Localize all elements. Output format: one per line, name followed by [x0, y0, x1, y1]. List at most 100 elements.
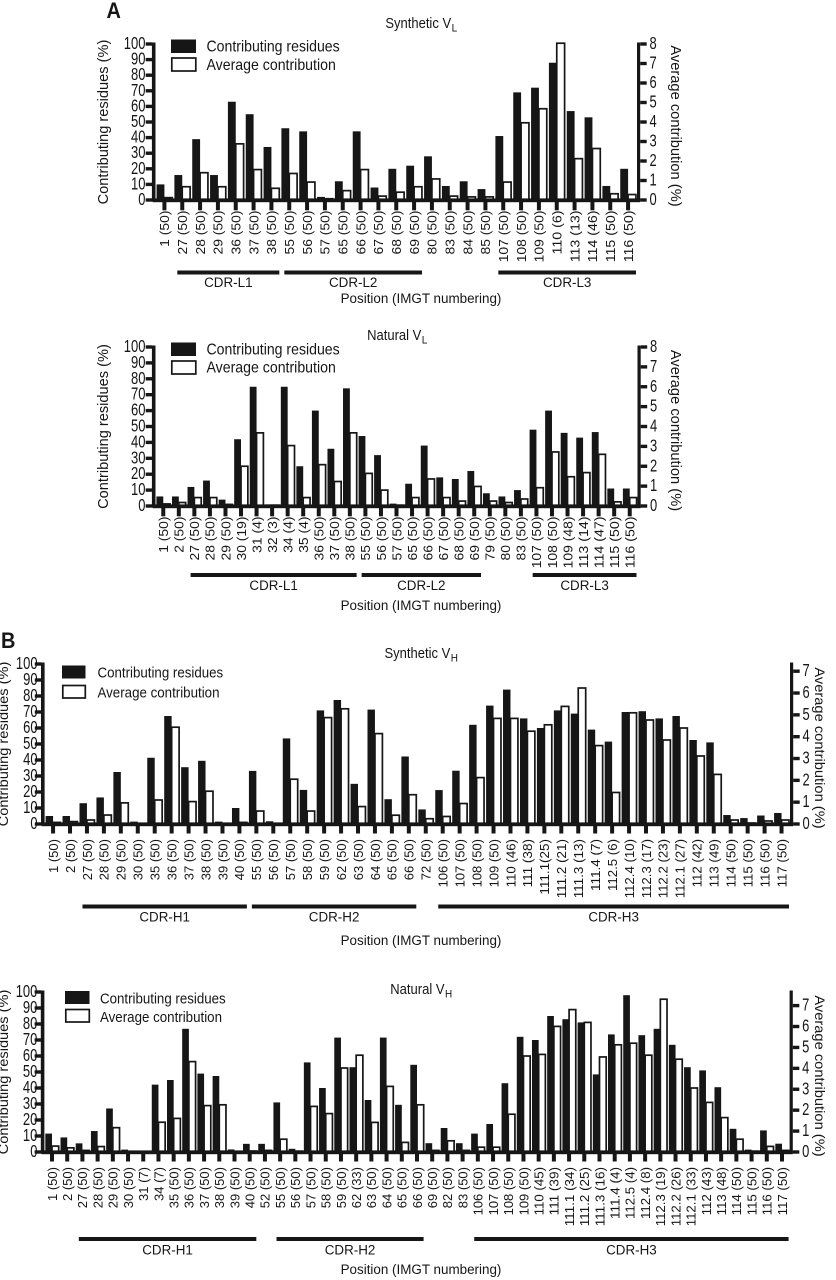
svg-text:37 (50): 37 (50) — [197, 1167, 212, 1208]
svg-text:108 (50): 108 (50) — [514, 211, 529, 263]
svg-text:CDR-L1: CDR-L1 — [249, 578, 297, 594]
svg-text:Contributing residues: Contributing residues — [207, 342, 340, 359]
svg-text:3: 3 — [803, 748, 810, 768]
svg-text:CDR-H1: CDR-H1 — [142, 1243, 193, 1259]
svg-text:3: 3 — [650, 131, 657, 151]
svg-text:7: 7 — [650, 53, 657, 73]
svg-text:CDR-L3: CDR-L3 — [560, 578, 608, 594]
svg-text:37 (50): 37 (50) — [181, 839, 196, 880]
svg-text:2 (50): 2 (50) — [63, 839, 78, 873]
svg-text:56 (50): 56 (50) — [288, 1167, 303, 1208]
svg-text:0: 0 — [803, 813, 810, 833]
svg-text:72 (50): 72 (50) — [419, 839, 434, 880]
svg-text:0: 0 — [650, 189, 657, 209]
svg-text:66 (50): 66 (50) — [402, 839, 417, 880]
svg-text:5: 5 — [802, 1036, 809, 1056]
svg-text:109 (48): 109 (48) — [560, 517, 575, 569]
svg-text:90: 90 — [131, 352, 146, 372]
svg-text:3: 3 — [802, 1078, 809, 1098]
svg-text:4: 4 — [650, 416, 657, 436]
svg-text:Average contribution: Average contribution — [100, 1010, 222, 1026]
svg-text:0: 0 — [138, 495, 145, 515]
svg-text:Contributing residues: Contributing residues — [207, 39, 340, 56]
svg-text:6: 6 — [802, 1016, 809, 1036]
svg-text:29 (50): 29 (50) — [114, 839, 129, 880]
svg-text:Position (IMGT numbering): Position (IMGT numbering) — [341, 291, 502, 307]
svg-text:114 (46): 114 (46) — [585, 211, 600, 263]
svg-text:80: 80 — [23, 1013, 38, 1033]
svg-text:113 (13): 113 (13) — [567, 211, 582, 263]
svg-text:1 (50): 1 (50) — [45, 1167, 60, 1201]
svg-text:70: 70 — [23, 701, 38, 721]
svg-text:Position (IMGT numbering): Position (IMGT numbering) — [341, 1262, 502, 1278]
svg-text:70: 70 — [131, 80, 146, 100]
svg-text:112.4 (8): 112.4 (8) — [638, 1167, 653, 1219]
svg-text:2: 2 — [650, 455, 657, 475]
svg-text:111.2 (21): 111.2 (21) — [554, 839, 569, 898]
svg-text:Contributing residues: Contributing residues — [100, 992, 226, 1008]
svg-text:109 (50): 109 (50) — [486, 839, 501, 887]
svg-text:70: 70 — [23, 1029, 38, 1049]
svg-text:64 (50): 64 (50) — [379, 1167, 394, 1208]
svg-text:55 (50): 55 (50) — [282, 211, 297, 255]
svg-text:20: 20 — [23, 1109, 38, 1129]
svg-text:Average contribution: Average contribution — [207, 57, 336, 74]
svg-text:69 (50): 69 (50) — [425, 1167, 440, 1208]
svg-text:1 (50): 1 (50) — [156, 517, 171, 553]
svg-text:CDR-H2: CDR-H2 — [325, 1243, 376, 1259]
svg-text:29 (50): 29 (50) — [106, 1167, 121, 1208]
svg-text:40 (50): 40 (50) — [243, 1167, 258, 1208]
svg-text:1: 1 — [650, 170, 657, 190]
svg-text:58 (50): 58 (50) — [319, 1167, 334, 1208]
svg-text:34 (4): 34 (4) — [280, 517, 295, 553]
svg-text:116 (50): 116 (50) — [621, 211, 636, 263]
svg-text:36 (50): 36 (50) — [229, 210, 244, 254]
svg-text:80: 80 — [131, 368, 146, 388]
svg-text:69 (50): 69 (50) — [467, 517, 482, 561]
svg-text:2: 2 — [650, 150, 657, 170]
svg-text:7: 7 — [650, 356, 657, 376]
svg-text:8: 8 — [650, 33, 657, 53]
svg-text:B: B — [1, 628, 15, 653]
svg-text:108 (50): 108 (50) — [545, 517, 560, 569]
svg-text:6: 6 — [650, 376, 657, 396]
svg-text:67 (50): 67 (50) — [436, 517, 451, 561]
svg-text:112.1 (33): 112.1 (33) — [684, 1167, 699, 1226]
svg-text:5: 5 — [650, 92, 657, 112]
svg-text:39 (50): 39 (50) — [215, 839, 230, 880]
svg-text:30: 30 — [23, 765, 38, 785]
svg-text:109 (50): 109 (50) — [516, 1167, 531, 1215]
svg-text:111 (38): 111 (38) — [520, 839, 535, 887]
svg-text:68 (50): 68 (50) — [451, 517, 466, 561]
svg-text:35 (50): 35 (50) — [148, 839, 163, 880]
svg-text:L: L — [422, 335, 428, 347]
svg-text:112.4 (10): 112.4 (10) — [622, 839, 637, 898]
svg-text:116 (50): 116 (50) — [757, 839, 772, 887]
svg-text:65 (50): 65 (50) — [405, 517, 420, 561]
svg-text:65 (50): 65 (50) — [336, 211, 351, 255]
svg-text:100: 100 — [16, 653, 38, 673]
svg-text:80 (50): 80 (50) — [498, 517, 513, 561]
svg-text:68 (50): 68 (50) — [389, 211, 404, 255]
svg-text:4: 4 — [650, 111, 657, 131]
svg-text:32 (3): 32 (3) — [265, 517, 280, 553]
svg-text:82 (50): 82 (50) — [440, 1167, 455, 1208]
svg-text:7: 7 — [803, 660, 810, 680]
svg-text:Average contribution: Average contribution — [98, 686, 220, 702]
svg-text:0: 0 — [650, 495, 657, 515]
svg-text:27 (50): 27 (50) — [187, 517, 202, 561]
svg-text:66 (50): 66 (50) — [410, 1167, 425, 1208]
svg-text:83 (50): 83 (50) — [443, 211, 458, 255]
svg-text:40: 40 — [131, 431, 146, 451]
svg-text:69 (50): 69 (50) — [407, 211, 422, 255]
svg-text:110 (46): 110 (46) — [503, 839, 518, 887]
svg-text:114 (50): 114 (50) — [729, 1167, 744, 1215]
svg-text:112 (42): 112 (42) — [690, 839, 705, 887]
svg-text:114 (47): 114 (47) — [591, 517, 606, 569]
svg-text:35 (50): 35 (50) — [166, 1167, 181, 1208]
svg-text:62 (50): 62 (50) — [334, 839, 349, 880]
svg-text:107 (50): 107 (50) — [452, 839, 467, 887]
svg-text:116 (50): 116 (50) — [760, 1167, 775, 1215]
svg-text:106 (50): 106 (50) — [471, 1167, 486, 1215]
svg-text:36 (50): 36 (50) — [164, 839, 179, 880]
